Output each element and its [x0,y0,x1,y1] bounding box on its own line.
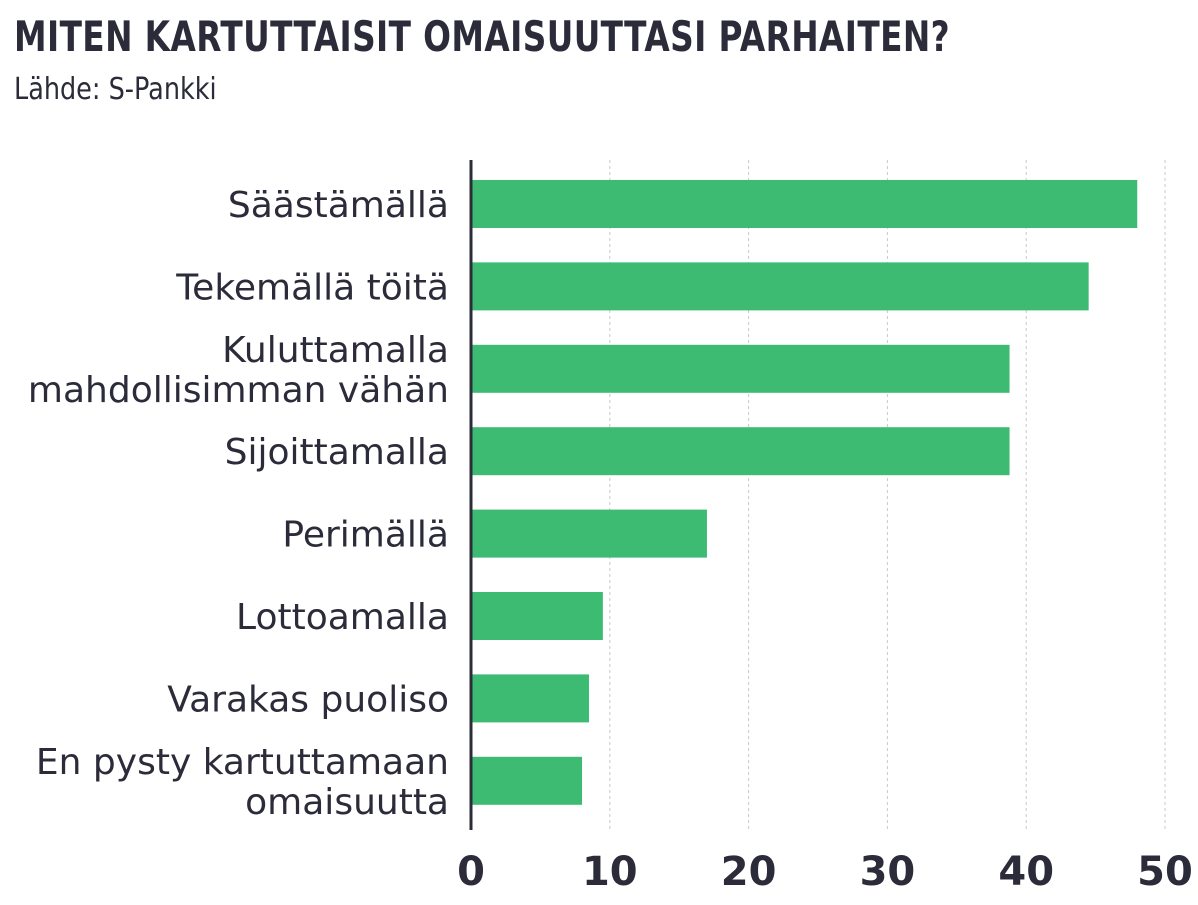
category-label-5: Lottoamalla [236,597,449,638]
x-tick-label-10: 10 [582,849,638,895]
bar-1 [471,262,1089,311]
x-tick-label-50: 50 [1137,849,1193,895]
category-label-line: Säästämällä [228,185,449,226]
bar-7 [471,756,583,805]
chart-source: Lähde: S-Pankki [14,72,217,107]
x-tick-label-40: 40 [998,849,1054,895]
bar-4 [471,509,707,558]
category-label-line: mahdollisimman vähän [28,370,449,411]
category-label-3: Sijoittamalla [225,432,449,473]
category-label-4: Perimällä [282,515,449,556]
x-tick-label-20: 20 [721,849,777,895]
bar-2 [471,344,1010,393]
x-tick-labels: 0 10 20 30 40 50 [457,849,1193,895]
category-label-line: Perimällä [282,515,449,556]
bar-0 [471,180,1138,228]
category-label-0: Säästämällä [228,185,449,226]
category-label-1: Tekemällä töitä [175,267,449,308]
bar-6 [471,674,589,723]
bar-5 [471,592,603,640]
category-label-line: En pysty kartuttamaan [36,742,449,783]
x-tick-label-30: 30 [860,849,916,895]
gridlines [609,160,1166,830]
chart-title: MITEN KARTUTTAISIT OMAISUUTTASI PARHAITE… [14,12,951,61]
category-label-line: Tekemällä töitä [175,267,449,308]
category-label-line: Lottoamalla [236,597,449,638]
category-label-line: Sijoittamalla [225,432,449,473]
bars [471,180,1138,805]
category-label-line: Varakas puoliso [167,679,449,720]
category-label-2: Kuluttamalla mahdollisimman vähän [28,330,449,411]
category-label-line: Kuluttamalla [222,330,449,371]
category-label-line: omaisuutta [245,782,449,823]
category-labels: Säästämällä Tekemällä töitä Kuluttamalla ma… [28,185,449,823]
category-label-7: En pysty kartuttamaan omaisuutta [36,742,449,823]
category-label-6: Varakas puoliso [167,679,449,720]
bar-3 [471,427,1010,476]
x-tick-label-0: 0 [457,849,485,895]
